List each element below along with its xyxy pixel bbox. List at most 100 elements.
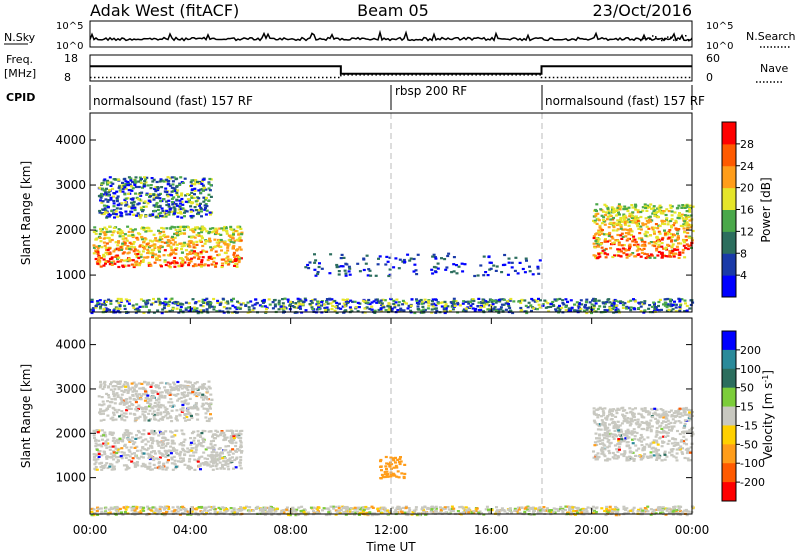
heatmap-cell	[643, 309, 647, 312]
heatmap-cell	[194, 209, 198, 212]
heatmap-cell	[102, 189, 106, 192]
heatmap-cell	[172, 196, 176, 199]
heatmap-cell	[592, 254, 596, 257]
heatmap-cell	[104, 444, 107, 447]
heatmap-cell	[657, 457, 661, 460]
heatmap-cell	[679, 215, 683, 218]
heatmap-cell	[565, 304, 568, 307]
heatmap-cell	[614, 222, 618, 225]
heatmap-cell	[194, 179, 198, 182]
heatmap-cell	[126, 385, 130, 388]
heatmap-cell	[241, 302, 245, 305]
heatmap-cell	[501, 263, 505, 267]
heatmap-cell	[200, 210, 203, 213]
heatmap-cell	[454, 300, 458, 303]
heatmap-cell	[107, 260, 111, 263]
heatmap-cell	[649, 456, 653, 459]
power-colorbar-tick-label: 12	[740, 225, 754, 238]
heatmap-cell	[129, 388, 133, 391]
heatmap-cell	[657, 304, 660, 308]
heatmap-cell	[631, 438, 634, 441]
heatmap-cell	[680, 451, 684, 454]
heatmap-cell	[639, 301, 643, 304]
heatmap-cell	[524, 304, 528, 307]
heatmap-cell	[113, 393, 117, 396]
heatmap-cell	[99, 265, 103, 268]
heatmap-cell	[112, 413, 116, 416]
heatmap-cell	[664, 303, 668, 306]
heatmap-cell	[135, 255, 139, 259]
heatmap-cell	[189, 184, 193, 187]
heatmap-cell	[634, 204, 638, 207]
heatmap-cell	[101, 387, 105, 390]
heatmap-cell	[688, 428, 692, 432]
heatmap-cell	[169, 398, 173, 401]
heatmap-cell	[337, 302, 341, 305]
heatmap-cell	[187, 302, 191, 305]
heatmap-cell	[198, 180, 202, 184]
heatmap-cell	[154, 300, 158, 303]
heatmap-cell	[124, 401, 128, 404]
heatmap-cell	[161, 404, 165, 407]
noise-panel: N.Sky 10^5 10^0 10^5 10^0 N.Search	[4, 20, 796, 52]
heatmap-cell	[192, 246, 196, 249]
heatmap-cell	[225, 230, 229, 233]
heatmap-cell	[383, 509, 387, 512]
heatmap-cell	[188, 397, 192, 400]
heatmap-cell	[181, 207, 185, 210]
heatmap-cell	[170, 297, 174, 300]
heatmap-cell	[97, 439, 101, 442]
heatmap-cell	[116, 450, 120, 453]
heatmap-cell	[138, 264, 141, 267]
heatmap-cell	[201, 403, 205, 406]
heatmap-cell	[179, 225, 183, 228]
heatmap-cell	[118, 382, 122, 385]
heatmap-cell	[670, 454, 674, 457]
heatmap-cell	[121, 234, 125, 238]
heatmap-cell	[227, 453, 231, 457]
heatmap-cell	[606, 446, 610, 449]
heatmap-cell	[671, 303, 675, 307]
heatmap-cell	[651, 416, 655, 419]
heatmap-cell	[102, 204, 106, 207]
heatmap-cell	[114, 241, 118, 244]
heatmap-cell	[626, 421, 630, 424]
heatmap-cell	[683, 422, 687, 425]
heatmap-cell	[652, 301, 656, 304]
heatmap-cell	[637, 227, 641, 230]
heatmap-cell	[666, 297, 670, 301]
heatmap-cell	[217, 253, 221, 256]
heatmap-cell	[650, 226, 654, 229]
heatmap-cell	[109, 401, 112, 404]
heatmap-cell	[603, 203, 607, 206]
heatmap-cell	[255, 302, 259, 305]
heatmap-cell	[361, 299, 365, 302]
heatmap-cell	[663, 414, 667, 417]
heatmap-cell	[636, 211, 640, 214]
heatmap-cell	[560, 306, 564, 309]
heatmap-cell	[225, 459, 229, 462]
heatmap-cell	[93, 436, 96, 440]
heatmap-cell	[140, 465, 144, 468]
heatmap-cell	[118, 307, 122, 311]
heatmap-cell	[131, 180, 134, 184]
heatmap-cell	[368, 302, 372, 306]
heatmap-cell	[247, 306, 251, 309]
heatmap-cell	[149, 398, 153, 401]
heatmap-cell	[377, 257, 380, 260]
heatmap-cell	[670, 214, 674, 217]
heatmap-cell	[201, 229, 205, 232]
heatmap-cell	[452, 270, 456, 273]
heatmap-cell	[597, 231, 601, 234]
heatmap-cell	[619, 227, 623, 230]
heatmap-cell	[103, 464, 107, 467]
heatmap-cell	[665, 432, 669, 435]
heatmap-cell	[170, 439, 174, 442]
heatmap-cell	[479, 306, 483, 309]
heatmap-cell	[629, 422, 633, 425]
heatmap-cell	[157, 434, 161, 437]
heatmap-cell	[192, 179, 196, 182]
heatmap-cell	[102, 434, 106, 437]
heatmap-cell	[190, 179, 194, 182]
heatmap-cell	[594, 302, 598, 305]
